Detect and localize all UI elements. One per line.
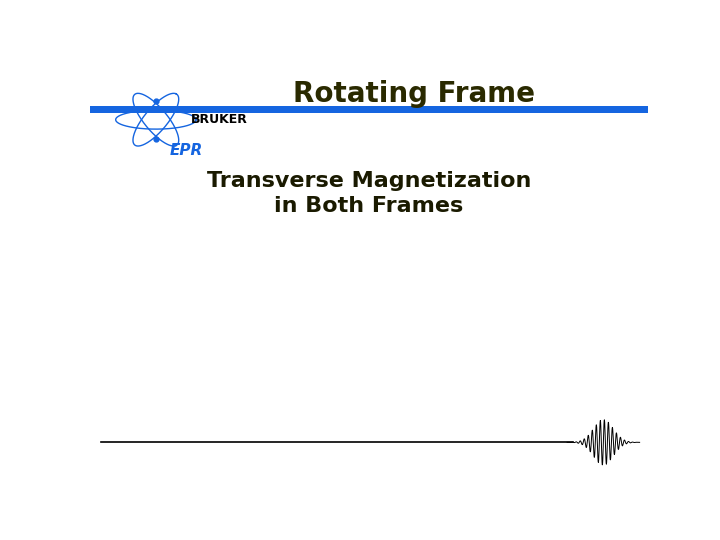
Text: EPR: EPR bbox=[170, 144, 203, 158]
Bar bbox=[90, 106, 648, 113]
Text: Rotating Frame: Rotating Frame bbox=[292, 80, 535, 108]
Text: Transverse Magnetization: Transverse Magnetization bbox=[207, 171, 531, 191]
Text: BRUKER: BRUKER bbox=[190, 113, 247, 126]
Text: in Both Frames: in Both Frames bbox=[274, 196, 464, 216]
